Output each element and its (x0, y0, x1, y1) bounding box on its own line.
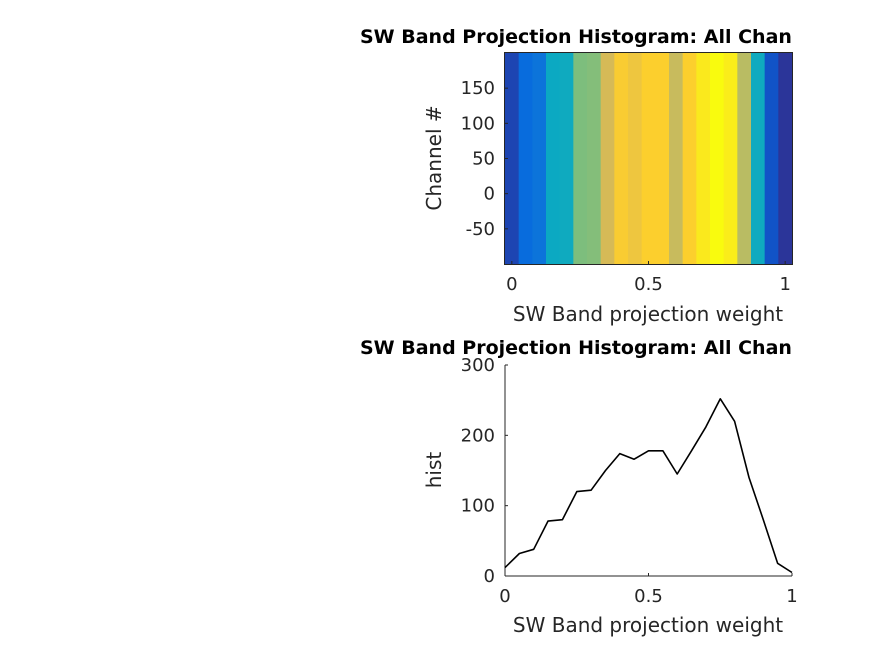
heatmap-cell (669, 53, 684, 264)
heatmap-y-ticks: 150 100 50 0 -50 (461, 78, 508, 240)
heatmap-cell (546, 53, 561, 264)
heatmap-cell (778, 53, 793, 264)
heatmap-cells (505, 53, 793, 264)
heatmap-cell (641, 53, 656, 264)
line-panel: SW Band Projection Histogram: All Chan 0… (360, 337, 798, 637)
heatmap-cell (573, 53, 588, 264)
heatmap-cell (628, 53, 643, 264)
line-y-ticks: 300 200 100 0 (461, 355, 508, 587)
heatmap-cell (532, 53, 547, 264)
y-tick-label: 50 (472, 149, 495, 170)
y-tick-label: 300 (461, 355, 495, 376)
line-title: SW Band Projection Histogram: All Chan (360, 337, 792, 359)
x-tick-label: 1 (779, 274, 790, 295)
y-tick-label: 0 (484, 566, 495, 587)
heatmap-cell (505, 53, 520, 264)
heatmap-cell (518, 53, 533, 264)
y-tick-label: 150 (461, 78, 495, 99)
x-tick-label: 0 (499, 586, 510, 607)
heatmap-panel: SW Band Projection Histogram: All Chan 0… (360, 26, 793, 326)
line-x-ticks: 0 0.5 1 (499, 573, 798, 607)
heatmap-cell (696, 53, 711, 264)
heatmap-cell (600, 53, 615, 264)
line-x-axis-label: SW Band projection weight (513, 613, 783, 637)
heatmap-title: SW Band Projection Histogram: All Chan (360, 26, 792, 48)
y-tick-label: 100 (461, 113, 495, 134)
heatmap-cell (614, 53, 629, 264)
x-tick-label: 0.5 (634, 586, 663, 607)
heatmap-cell (710, 53, 725, 264)
x-tick-label: 0.5 (634, 274, 663, 295)
heatmap-cell (559, 53, 574, 264)
line-y-axis-label: hist (422, 452, 446, 489)
heatmap-cell (737, 53, 752, 264)
heatmap-cell (682, 53, 697, 264)
y-tick-label: 100 (461, 496, 495, 517)
y-tick-label: -50 (466, 219, 495, 240)
heatmap-cell (587, 53, 602, 264)
x-tick-label: 1 (786, 586, 797, 607)
heatmap-cell (655, 53, 670, 264)
line-axes (504, 365, 792, 577)
line-series-hist (504, 398, 793, 574)
y-tick-label: 0 (484, 184, 495, 205)
heatmap-axes-box (504, 52, 793, 265)
heatmap-cell (723, 53, 738, 264)
heatmap-cell (751, 53, 766, 264)
x-tick-label: 0 (506, 274, 517, 295)
heatmap-x-ticks: 0 0.5 1 (506, 261, 791, 295)
heatmap-y-axis-label: Channel # (422, 105, 446, 210)
heatmap-cell (764, 53, 779, 264)
y-tick-label: 200 (461, 425, 495, 446)
heatmap-x-axis-label: SW Band projection weight (513, 302, 783, 326)
